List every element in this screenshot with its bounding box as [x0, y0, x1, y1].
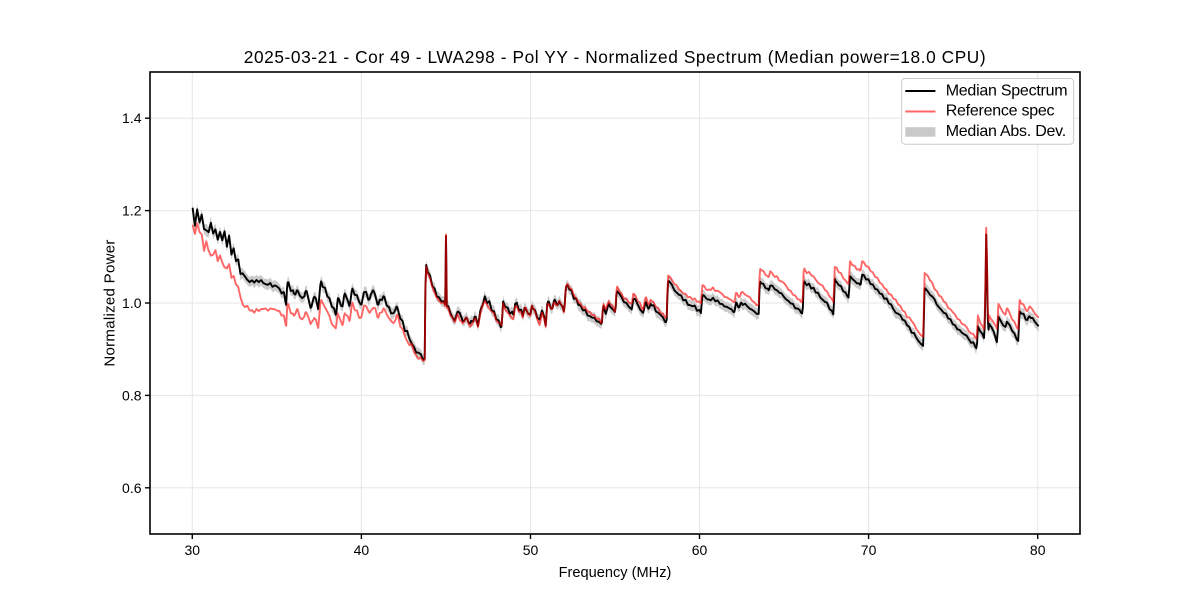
svg-text:Reference spec: Reference spec [946, 103, 1055, 120]
svg-text:0.6: 0.6 [122, 480, 142, 496]
svg-text:2025-03-21 - Cor 49 - LWA298 -: 2025-03-21 - Cor 49 - LWA298 - Pol YY - … [244, 47, 986, 67]
svg-text:60: 60 [692, 542, 708, 558]
svg-text:0.8: 0.8 [122, 387, 142, 403]
svg-text:70: 70 [861, 542, 877, 558]
svg-text:50: 50 [523, 542, 539, 558]
svg-text:1.0: 1.0 [122, 295, 142, 311]
svg-text:1.4: 1.4 [122, 110, 142, 126]
svg-text:Frequency (MHz): Frequency (MHz) [559, 565, 672, 581]
svg-text:30: 30 [185, 542, 201, 558]
svg-text:80: 80 [1030, 542, 1046, 558]
svg-text:Median Spectrum: Median Spectrum [946, 83, 1068, 100]
svg-text:1.2: 1.2 [122, 203, 142, 219]
svg-text:Normalized Power: Normalized Power [102, 239, 119, 366]
svg-text:Median Abs. Dev.: Median Abs. Dev. [946, 123, 1066, 140]
svg-text:40: 40 [354, 542, 370, 558]
